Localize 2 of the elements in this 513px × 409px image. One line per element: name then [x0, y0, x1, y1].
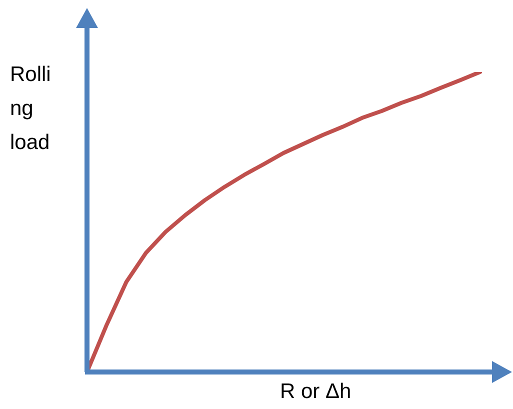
y-axis-title: Rolling load	[10, 62, 52, 156]
x-axis-title: R or Δh	[280, 380, 352, 404]
